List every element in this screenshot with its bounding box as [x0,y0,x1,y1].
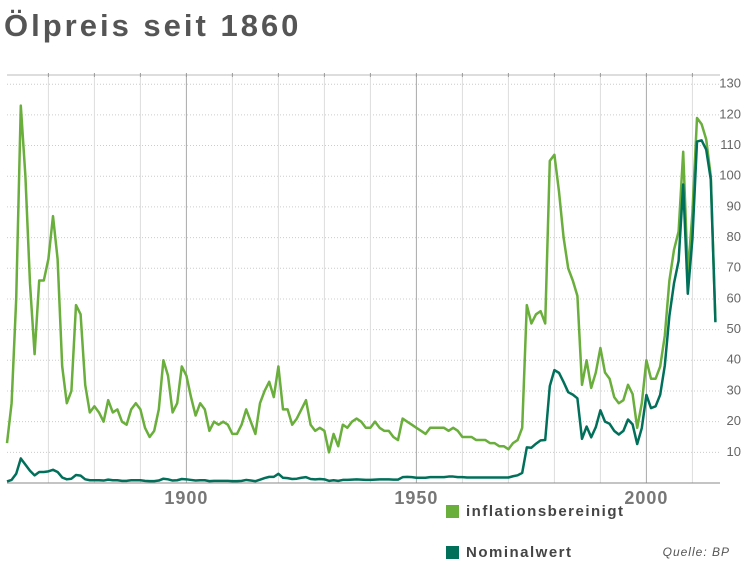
legend-swatch [446,505,459,518]
y-tick-label: 120 [719,106,741,121]
x-tick-label: 1900 [164,488,208,508]
chart-title: Ölpreis seit 1860 [4,8,301,43]
y-tick-label: 10 [727,444,741,459]
y-tick-label: 110 [720,137,741,152]
legend-label: Nominalwert [466,544,573,561]
y-tick-label: 130 [719,76,741,91]
y-tick-label: 40 [727,352,741,367]
y-tick-label: 30 [727,382,741,397]
x-tick-label: 2000 [624,488,668,508]
y-tick-label: 50 [727,321,741,336]
series-line [6,139,717,483]
y-tick-label: 100 [719,168,741,183]
legend-label: inflationsbereinigt [466,503,625,520]
y-tick-label: 20 [727,413,741,428]
source: Quelle: BP [663,545,730,559]
y-tick-label: 90 [727,198,741,213]
x-tick-label: 1950 [394,488,438,508]
y-tick-label: 70 [727,260,741,275]
legend-swatch [446,546,459,559]
y-tick-label: 60 [727,290,741,305]
y-tick-label: 80 [727,229,741,244]
series-line [5,104,717,454]
